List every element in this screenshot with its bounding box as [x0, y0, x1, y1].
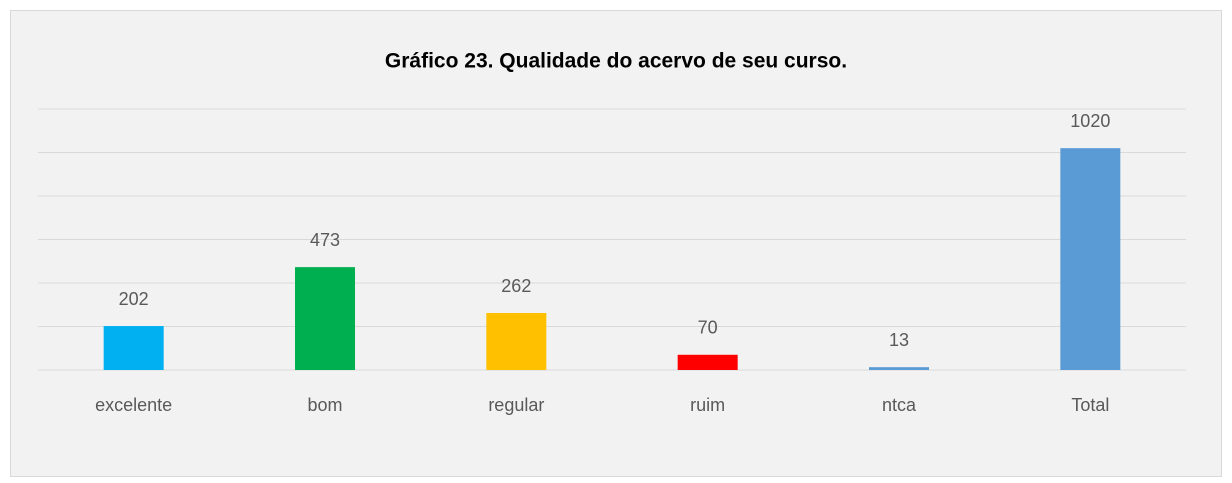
- data-label: 70: [698, 318, 718, 338]
- data-label: 202: [119, 289, 149, 309]
- bar: [486, 313, 547, 370]
- x-tick-label: bom: [307, 395, 342, 415]
- data-label: 1020: [1070, 111, 1110, 131]
- data-label: 473: [310, 230, 340, 250]
- x-tick-label: regular: [488, 395, 544, 415]
- bar: [1060, 148, 1121, 370]
- x-tick-label: excelente: [95, 395, 172, 415]
- data-label: 262: [501, 276, 531, 296]
- x-tick-label: Total: [1071, 395, 1109, 415]
- bar: [677, 354, 738, 370]
- x-tick-label: ruim: [690, 395, 725, 415]
- x-tick-label: ntca: [882, 395, 917, 415]
- data-label: 13: [889, 330, 909, 350]
- bar: [869, 367, 929, 370]
- chart-area: [10, 10, 1222, 477]
- bar: [103, 326, 164, 370]
- chart-title: Gráfico 23. Qualidade do acervo de seu c…: [385, 50, 847, 73]
- bar: [295, 267, 355, 370]
